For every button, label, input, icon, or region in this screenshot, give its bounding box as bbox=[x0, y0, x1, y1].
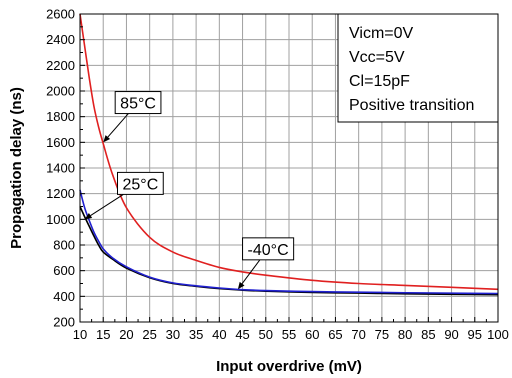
y-tick-label: 1400 bbox=[46, 161, 75, 176]
annotation-arrow-line bbox=[90, 193, 124, 216]
y-tick-label: 800 bbox=[53, 238, 75, 253]
y-tick-label: 600 bbox=[53, 263, 75, 278]
annotation-arrowhead bbox=[84, 213, 93, 220]
annotation-box bbox=[114, 91, 162, 115]
x-tick-label: 90 bbox=[444, 327, 458, 342]
series-line-85°C bbox=[79, 13, 499, 291]
x-tick-label: 55 bbox=[282, 327, 296, 342]
conditions-box-frame bbox=[337, 13, 499, 123]
y-tick-labels: 200 400 600 800 1000 1200 1400 1600 1800 2000 2200… bbox=[46, 7, 75, 330]
x-tick-label: 25 bbox=[142, 327, 156, 342]
annotation-label: 85°C bbox=[120, 96, 156, 113]
x-tick-label: 10 bbox=[73, 327, 87, 342]
y-axis-title: Propagation delay (ns) bbox=[8, 87, 25, 249]
x-tick-label: 60 bbox=[305, 327, 319, 342]
x-tick-label: 45 bbox=[235, 327, 249, 342]
x-tick-label: 50 bbox=[259, 327, 273, 342]
y-tick-label: 1000 bbox=[46, 212, 75, 227]
y-tick-label: 1600 bbox=[46, 135, 75, 150]
conditions-box: Vicm=0V Vcc=5V Cl=15pF Positive transiti… bbox=[337, 13, 499, 123]
annotation-arrowhead bbox=[103, 135, 111, 143]
annotation-25°C: 25°C bbox=[84, 171, 164, 220]
annotation-arrow-line bbox=[107, 113, 129, 138]
tick-marks bbox=[79, 13, 499, 323]
annotation-box bbox=[117, 171, 164, 195]
annotation-label: -40°C bbox=[248, 242, 289, 259]
x-tick-label: 15 bbox=[96, 327, 110, 342]
y-tick-label: 400 bbox=[53, 289, 75, 304]
annotation-box bbox=[242, 237, 295, 261]
y-tick-label: 2600 bbox=[46, 7, 75, 22]
x-tick-label: 70 bbox=[351, 327, 365, 342]
series-lines bbox=[79, 13, 499, 296]
y-tick-label: 2200 bbox=[46, 58, 75, 73]
y-tick-label: 1200 bbox=[46, 186, 75, 201]
x-tick-label: 20 bbox=[119, 327, 133, 342]
x-tick-label: 35 bbox=[189, 327, 203, 342]
x-tick-label: 65 bbox=[328, 327, 342, 342]
annotation-arrowhead bbox=[237, 281, 245, 290]
y-tick-label: 2400 bbox=[46, 32, 75, 47]
x-tick-label: 95 bbox=[468, 327, 482, 342]
condition-vcc: Vcc=5V bbox=[349, 49, 405, 66]
x-tick-label: 75 bbox=[375, 327, 389, 342]
x-tick-label: 80 bbox=[398, 327, 412, 342]
x-tick-label: 85 bbox=[421, 327, 435, 342]
annotation-85°C: 85°C bbox=[103, 91, 162, 143]
x-tick-label: 40 bbox=[212, 327, 226, 342]
y-tick-label: 200 bbox=[53, 315, 75, 330]
annotation--40°C: -40°C bbox=[237, 237, 295, 290]
x-axis-title: Input overdrive (mV) bbox=[216, 358, 362, 375]
annotation-arrow-line bbox=[241, 259, 261, 284]
x-tick-label: 100 bbox=[487, 327, 509, 342]
y-tick-label: 2000 bbox=[46, 84, 75, 99]
condition-vicm: Vicm=0V bbox=[349, 25, 414, 42]
x-tick-labels: 10 15 20 25 30 35 40 45 50 55 60 65 70 75 80 85 90 95 100 bbox=[73, 327, 509, 342]
x-tick-label: 30 bbox=[166, 327, 180, 342]
annotations: 85°C 25°C -40°C bbox=[84, 91, 295, 290]
condition-load: Cl=15pF bbox=[349, 73, 410, 90]
annotation-label: 25°C bbox=[123, 176, 159, 193]
y-tick-label: 1800 bbox=[46, 109, 75, 124]
condition-transition: Positive transition bbox=[349, 97, 474, 114]
series-line-25°C bbox=[79, 189, 499, 295]
